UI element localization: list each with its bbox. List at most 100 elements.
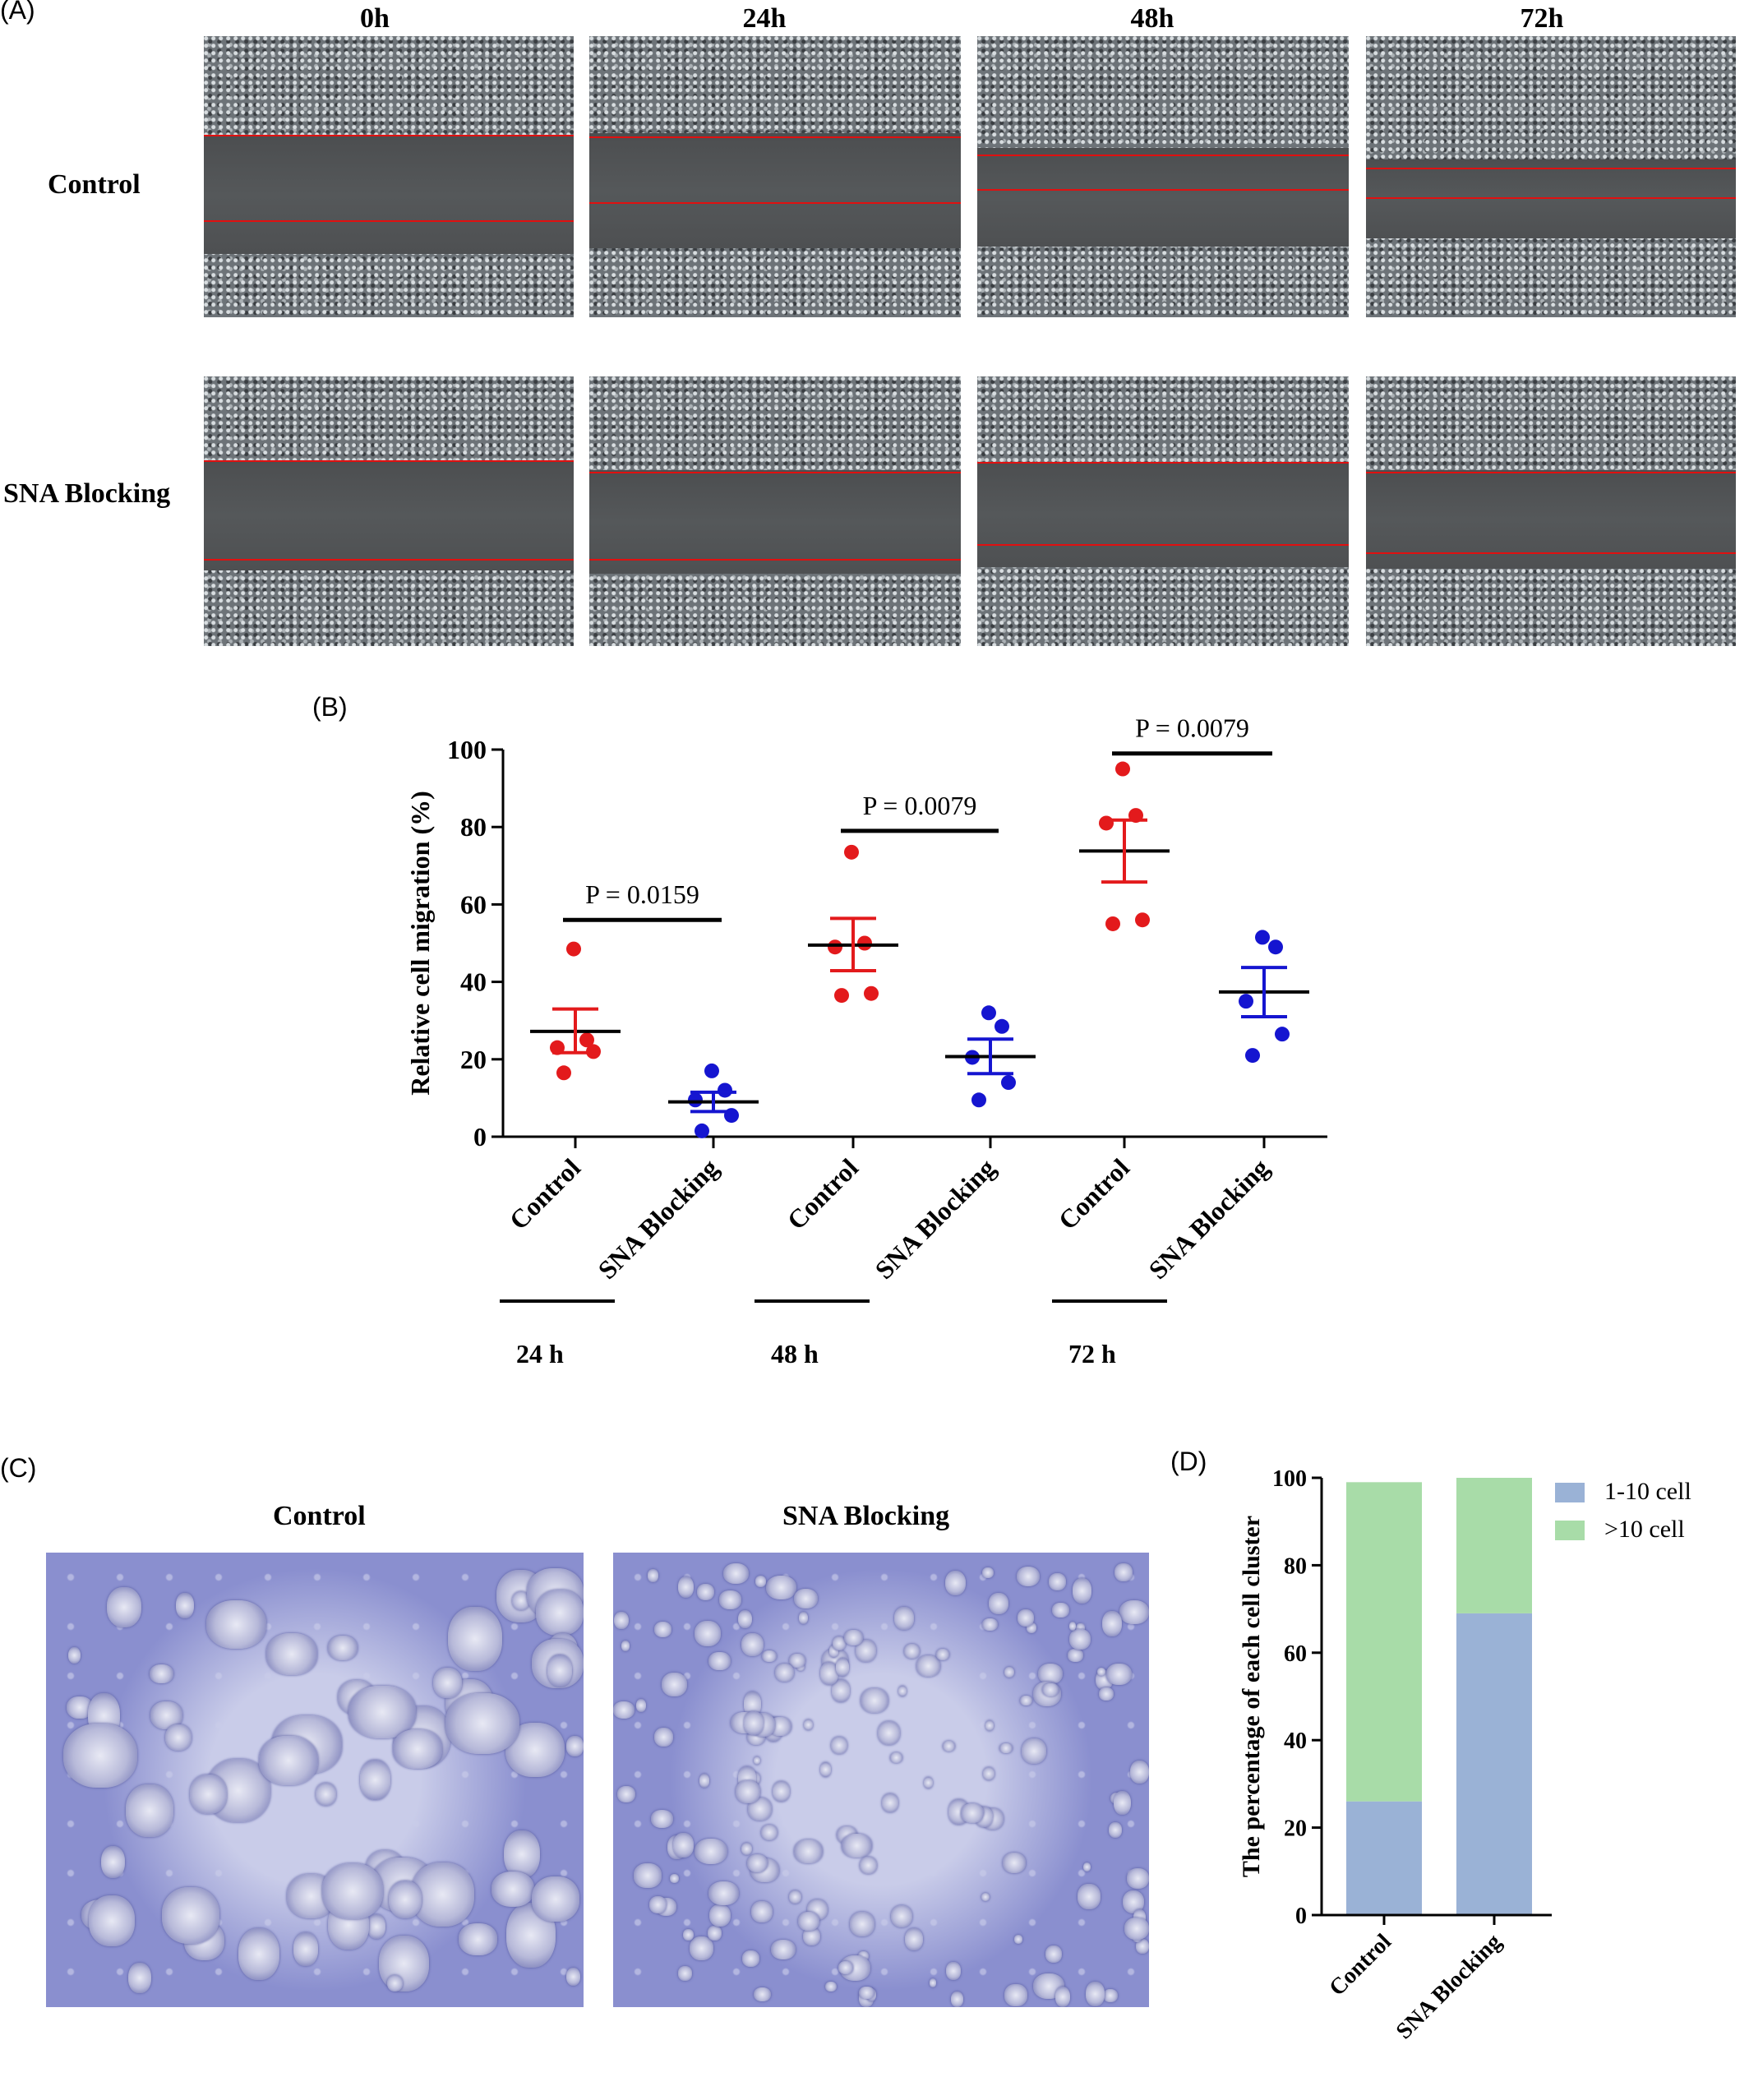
cell-cluster [648, 1896, 667, 1913]
cell-cluster [1016, 1566, 1041, 1587]
cell-cluster [1102, 1610, 1123, 1636]
x-tick-label-3: SNA Blocking [869, 1152, 1001, 1285]
cell-cluster [743, 1711, 764, 1735]
x-tick-label-5: SNA Blocking [1142, 1152, 1275, 1285]
cell-cluster [447, 1606, 502, 1671]
bar-1-series-1 [1456, 1478, 1532, 1613]
cell-cluster [746, 1854, 768, 1873]
cell-cluster [491, 1872, 535, 1908]
y-tick-label-0: 0 [473, 1122, 487, 1152]
cell-cluster [1067, 1649, 1083, 1662]
cell-cluster [322, 1862, 383, 1920]
data-point-s3-3 [1001, 1075, 1016, 1091]
data-point-s1-1 [718, 1082, 732, 1098]
cell-cluster [315, 1783, 337, 1806]
cell-cluster [799, 1612, 809, 1625]
cell-cluster [694, 1838, 728, 1865]
cell-cluster [804, 1719, 813, 1730]
cell-cluster [1103, 1988, 1119, 2003]
cell-cluster [1136, 1939, 1149, 1954]
cell-cluster [981, 1618, 998, 1632]
cell-cluster [770, 1940, 796, 1960]
cell-cluster [162, 1887, 219, 1944]
cell-cluster [205, 1599, 266, 1649]
data-point-s2-4 [834, 988, 849, 1004]
d-y-tick-label-2: 40 [1284, 1728, 1307, 1754]
p-value-label-1: P = 0.0079 [863, 791, 977, 820]
cell-cluster [613, 1611, 629, 1630]
cell-cluster [835, 1658, 850, 1677]
cell-cluster [1049, 1573, 1067, 1590]
cell-cluster [1119, 1599, 1149, 1624]
cell-cluster [755, 1576, 767, 1587]
data-point-s4-3 [1135, 912, 1150, 928]
cell-cluster [985, 1719, 994, 1731]
cell-cluster [650, 1810, 674, 1829]
cell-cluster [359, 1760, 390, 1800]
d-x-tick-label-1: SNA Blocking [1391, 1929, 1507, 2044]
micrograph-sna-24h [589, 376, 961, 646]
cell-cluster [775, 1663, 795, 1682]
cell-cluster [1002, 1853, 1027, 1873]
y-tick-label-2: 40 [460, 967, 487, 997]
data-point-s2-2 [828, 939, 842, 955]
cell-cluster [690, 1936, 713, 1961]
cell-cluster [1124, 1918, 1149, 1940]
cell-cluster [793, 1588, 818, 1608]
cell-cluster [904, 1644, 921, 1659]
cell-cluster [708, 1926, 722, 1941]
micrograph-control-48h [977, 36, 1349, 317]
cell-cluster [754, 1987, 772, 2002]
cell-cluster [565, 1967, 580, 1987]
x-tick-label-2: Control [781, 1152, 864, 1235]
cell-cluster [860, 1857, 878, 1875]
cell-cluster [566, 1736, 584, 1756]
cell-cluster [983, 1767, 995, 1780]
cell-cluster [149, 1664, 174, 1683]
data-point-s0-0 [566, 941, 581, 957]
cell-cluster [708, 1881, 740, 1906]
x-tick-label-4: Control [1052, 1152, 1135, 1235]
cell-cluster [793, 1839, 823, 1864]
cell-cluster [788, 1890, 801, 1904]
cell-cluster [683, 1928, 694, 1941]
cell-cluster [266, 1633, 318, 1675]
cell-cluster [924, 1776, 933, 1789]
bar-1-series-0 [1456, 1613, 1532, 1915]
cell-cluster [1037, 1664, 1064, 1685]
micrograph-sna-72h [1366, 376, 1736, 646]
cell-cluster [709, 1904, 731, 1927]
cell-cluster [982, 1567, 994, 1578]
cell-cluster [1018, 1609, 1035, 1627]
cell-cluster [850, 1912, 874, 1936]
cell-cluster [890, 1752, 902, 1763]
cell-cluster [67, 1646, 81, 1664]
data-point-s5-3 [1275, 1027, 1290, 1042]
cell-cluster [106, 1587, 141, 1628]
cell-cluster [164, 1724, 192, 1752]
cell-cluster [1020, 1695, 1033, 1706]
cell-cluster [736, 1779, 760, 1803]
cell-cluster [150, 1701, 183, 1729]
cell-cluster [861, 1688, 889, 1714]
legend-label-1: >10 cell [1604, 1516, 1685, 1543]
colony-image-control [46, 1553, 584, 2007]
data-point-s3-4 [971, 1092, 986, 1108]
timepoint-0h-label: 0h [360, 3, 390, 34]
data-point-s3-0 [981, 1005, 996, 1021]
cell-cluster [882, 1793, 899, 1812]
cell-cluster [677, 1576, 695, 1598]
cell-cluster [935, 1649, 949, 1661]
cell-cluster [1114, 1563, 1133, 1582]
cell-cluster [503, 1830, 540, 1878]
cell-cluster [62, 1724, 137, 1788]
colony-image-sna-blocking [613, 1553, 1149, 2007]
cell-cluster [190, 1775, 227, 1814]
cell-cluster [890, 1904, 913, 1928]
cell-cluster [828, 1644, 839, 1658]
legend-swatch-1 [1555, 1521, 1585, 1540]
cell-cluster [722, 1562, 750, 1585]
group-label-2: 72 h [1068, 1339, 1116, 1368]
cell-cluster [1021, 1738, 1047, 1764]
timepoint-72h-label: 72h [1520, 3, 1564, 34]
